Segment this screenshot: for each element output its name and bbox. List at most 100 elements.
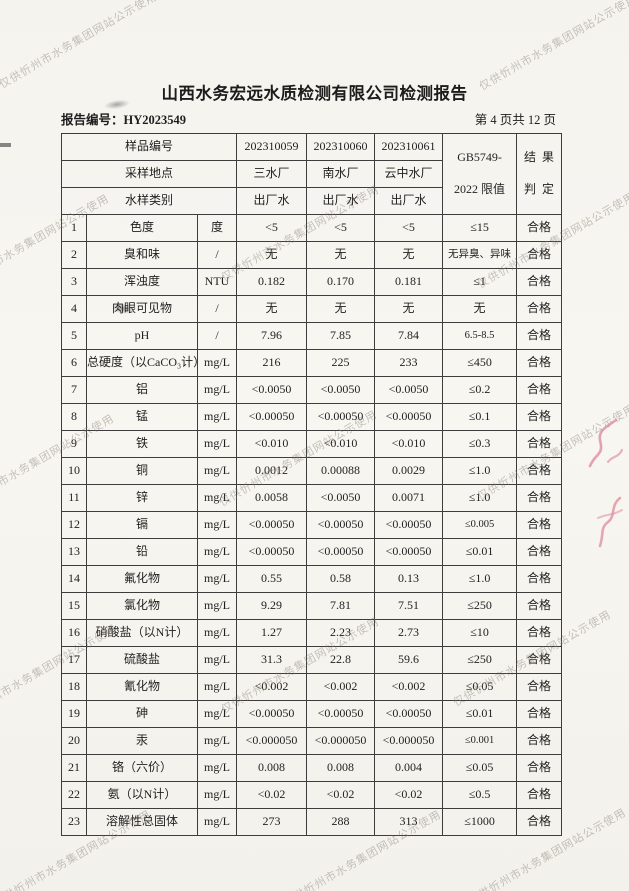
table-row: 2 臭和味 / 无无无无异臭、异味 合格 xyxy=(61,241,563,269)
param-unit: mg/L xyxy=(196,457,238,485)
limit-value: ≤0.01 xyxy=(442,700,518,728)
sample2-value: <5 xyxy=(306,214,376,242)
table-row: 14 氟化物 mg/L 0.55 0.58 0.13 ≤1.0 合格 xyxy=(61,565,563,593)
sample3-value: <0.00050 xyxy=(374,403,444,431)
red-handwriting-mark xyxy=(597,496,623,548)
table-row: 3 浑浊度 NTU 0.182 0.170 0.181 ≤1 合格 xyxy=(61,268,563,296)
row-index: 14 xyxy=(61,565,87,593)
sample1-value: <0.002 xyxy=(236,673,308,701)
limit-value: ≤0.05 xyxy=(442,673,518,701)
row-index: 17 xyxy=(61,646,87,674)
sample3-value: <5 xyxy=(374,214,444,242)
limit-label-line2: 2022 限值 xyxy=(454,182,506,197)
sample1-value: 1.27 xyxy=(236,619,308,647)
results-table-header: 样品编号 202310059 202310060 202310061 GB574… xyxy=(60,133,563,215)
result-value: 合格 xyxy=(516,565,563,593)
sample1-value: <0.00050 xyxy=(236,538,308,566)
sample3-value: 0.004 xyxy=(374,754,444,782)
param-unit: mg/L xyxy=(196,619,238,647)
limit-value: ≤250 xyxy=(442,592,518,620)
table-row: 9 铁 mg/L <0.010 <0.010 <0.010 ≤0.3 合格 xyxy=(61,430,563,458)
sample1-value: <0.00050 xyxy=(236,700,308,728)
sample2-value: 0.00088 xyxy=(306,457,376,485)
param-unit: mg/L xyxy=(196,349,238,377)
param-unit: NTU xyxy=(196,268,238,296)
table-row: 16 硝酸盐（以N计） mg/L 1.27 2.23 2.73 ≤10 合格 xyxy=(61,619,563,647)
sample3-value: <0.000050 xyxy=(374,727,444,755)
row-index: 21 xyxy=(61,754,87,782)
table-row: 18 氰化物 mg/L <0.002 <0.002 <0.002 ≤0.05 合格 xyxy=(61,673,563,701)
result-value: 合格 xyxy=(516,538,563,566)
result-value: 合格 xyxy=(516,457,563,485)
result-value: 合格 xyxy=(516,808,563,836)
param-unit: mg/L xyxy=(196,808,238,836)
table-row: 10 铜 mg/L 0.0012 0.00088 0.0029 ≤1.0 合格 xyxy=(61,457,563,485)
table-row: 13 铅 mg/L <0.00050 <0.00050 <0.00050 ≤0.01 合格 xyxy=(61,538,563,566)
sample1-value: <0.010 xyxy=(236,430,308,458)
limit-value: ≤15 xyxy=(442,214,518,242)
report-meta-row: 报告编号：HY2023549 第 4 页共 12 页 xyxy=(61,109,556,128)
param-unit: mg/L xyxy=(196,700,238,728)
limit-value: ≤1000 xyxy=(442,808,518,836)
sample1-value: 无 xyxy=(236,241,308,269)
header-sample-no-1: 202310059 xyxy=(236,133,308,161)
header-sample-type-label: 水样类别 xyxy=(60,187,238,215)
limit-value: ≤0.001 xyxy=(442,727,518,755)
sample3-value: 2.73 xyxy=(374,619,444,647)
result-value: 合格 xyxy=(516,511,563,539)
sample2-value: 无 xyxy=(306,241,376,269)
red-handwriting-mark xyxy=(588,418,624,468)
table-row: 19 砷 mg/L <0.00050 <0.00050 <0.00050 ≤0.01 合格 xyxy=(61,700,563,728)
param-unit: mg/L xyxy=(196,430,238,458)
result-value: 合格 xyxy=(516,646,563,674)
page-title: 山西水务宏远水质检测有限公司检测报告 xyxy=(161,85,468,103)
param-name: 铬（六价） xyxy=(86,754,198,782)
param-name: 铜 xyxy=(86,457,198,485)
param-unit: mg/L xyxy=(196,754,238,782)
param-name: 锌 xyxy=(86,484,198,512)
limit-value: ≤0.3 xyxy=(442,430,518,458)
sample3-value: 233 xyxy=(374,349,444,377)
row-index: 19 xyxy=(61,700,87,728)
limit-value: ≤1.0 xyxy=(442,457,518,485)
param-unit: mg/L xyxy=(196,592,238,620)
result-value: 合格 xyxy=(516,592,563,620)
param-name: 氟化物 xyxy=(86,565,198,593)
limit-value: 6.5-8.5 xyxy=(442,322,518,350)
result-value: 合格 xyxy=(516,295,563,323)
sample1-value: 0.182 xyxy=(236,268,308,296)
sample3-value: 313 xyxy=(374,808,444,836)
sample1-value: <0.02 xyxy=(236,781,308,809)
param-name: 硝酸盐（以N计） xyxy=(86,619,198,647)
param-name: 硫酸盐 xyxy=(86,646,198,674)
table-row: 6 总硬度（以CaCO₃计） mg/L 216 225 233 ≤450 合格 xyxy=(61,349,563,377)
row-index: 23 xyxy=(61,808,87,836)
row-index: 10 xyxy=(61,457,87,485)
param-name: 总硬度（以CaCO₃计） xyxy=(86,349,198,377)
param-unit: / xyxy=(196,295,238,323)
sample2-value: 0.008 xyxy=(306,754,376,782)
table-row: 15 氯化物 mg/L 9.29 7.81 7.51 ≤250 合格 xyxy=(61,592,563,620)
result-value: 合格 xyxy=(516,484,563,512)
param-name: 臭和味 xyxy=(86,241,198,269)
header-limit-label: GB5749- 2022 限值 xyxy=(442,133,518,215)
result-label-line1: 结果 xyxy=(524,150,561,165)
row-index: 15 xyxy=(61,592,87,620)
sample2-value: 2.23 xyxy=(306,619,376,647)
sample2-value: 22.8 xyxy=(306,646,376,674)
sample1-value: <0.00050 xyxy=(236,403,308,431)
limit-value: ≤0.05 xyxy=(442,754,518,782)
sample3-value: <0.0050 xyxy=(374,376,444,404)
sample1-value: 7.96 xyxy=(236,322,308,350)
sample2-value: 无 xyxy=(306,295,376,323)
sample1-value: <0.0050 xyxy=(236,376,308,404)
table-row: 11 锌 mg/L 0.0058 <0.0050 0.0071 ≤1.0 合格 xyxy=(61,484,563,512)
table-row: 22 氨（以N计） mg/L <0.02 <0.02 <0.02 ≤0.5 合格 xyxy=(61,781,563,809)
sample3-value: <0.00050 xyxy=(374,700,444,728)
sample1-value: 273 xyxy=(236,808,308,836)
result-value: 合格 xyxy=(516,349,563,377)
sample3-value: 0.181 xyxy=(374,268,444,296)
sample3-value: 0.13 xyxy=(374,565,444,593)
param-name: 肉眼可见物 xyxy=(86,295,198,323)
limit-value: ≤0.01 xyxy=(442,538,518,566)
